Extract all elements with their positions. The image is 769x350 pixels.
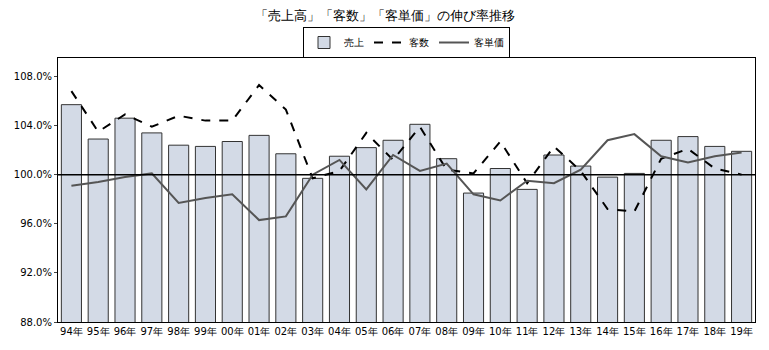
svg-text:96年: 96年	[114, 326, 137, 337]
svg-text:05年: 05年	[355, 326, 378, 337]
svg-text:88.0%: 88.0%	[20, 317, 52, 328]
svg-text:03年: 03年	[301, 326, 324, 337]
svg-text:14年: 14年	[596, 326, 619, 337]
svg-text:98年: 98年	[167, 326, 190, 337]
svg-text:06年: 06年	[382, 326, 405, 337]
svg-text:17年: 17年	[677, 326, 700, 337]
svg-text:99年: 99年	[194, 326, 217, 337]
svg-text:08年: 08年	[435, 326, 458, 337]
svg-text:売上: 売上	[344, 37, 364, 48]
svg-text:97年: 97年	[140, 326, 163, 337]
svg-text:95年: 95年	[87, 326, 110, 337]
svg-text:04年: 04年	[328, 326, 351, 337]
svg-text:09年: 09年	[462, 326, 485, 337]
svg-text:02年: 02年	[275, 326, 298, 337]
svg-text:「売上高」「客数」「客単価」の伸び率推移: 「売上高」「客数」「客単価」の伸び率推移	[255, 8, 515, 23]
svg-text:10年: 10年	[489, 326, 512, 337]
svg-text:客単価: 客単価	[474, 37, 504, 48]
svg-text:客数: 客数	[409, 37, 429, 48]
svg-text:18年: 18年	[703, 326, 726, 337]
svg-text:15年: 15年	[623, 326, 646, 337]
svg-text:01年: 01年	[248, 326, 271, 337]
svg-text:13年: 13年	[569, 326, 592, 337]
svg-text:108.0%: 108.0%	[14, 71, 52, 82]
svg-text:00年: 00年	[221, 326, 244, 337]
svg-text:104.0%: 104.0%	[14, 120, 52, 131]
svg-text:07年: 07年	[409, 326, 432, 337]
svg-text:19年: 19年	[730, 326, 753, 337]
svg-text:16年: 16年	[650, 326, 673, 337]
svg-text:96.0%: 96.0%	[20, 218, 52, 229]
svg-text:12年: 12年	[543, 326, 566, 337]
svg-text:11年: 11年	[516, 326, 539, 337]
svg-text:100.0%: 100.0%	[14, 169, 52, 180]
svg-text:94年: 94年	[60, 326, 83, 337]
svg-text:92.0%: 92.0%	[20, 267, 52, 278]
